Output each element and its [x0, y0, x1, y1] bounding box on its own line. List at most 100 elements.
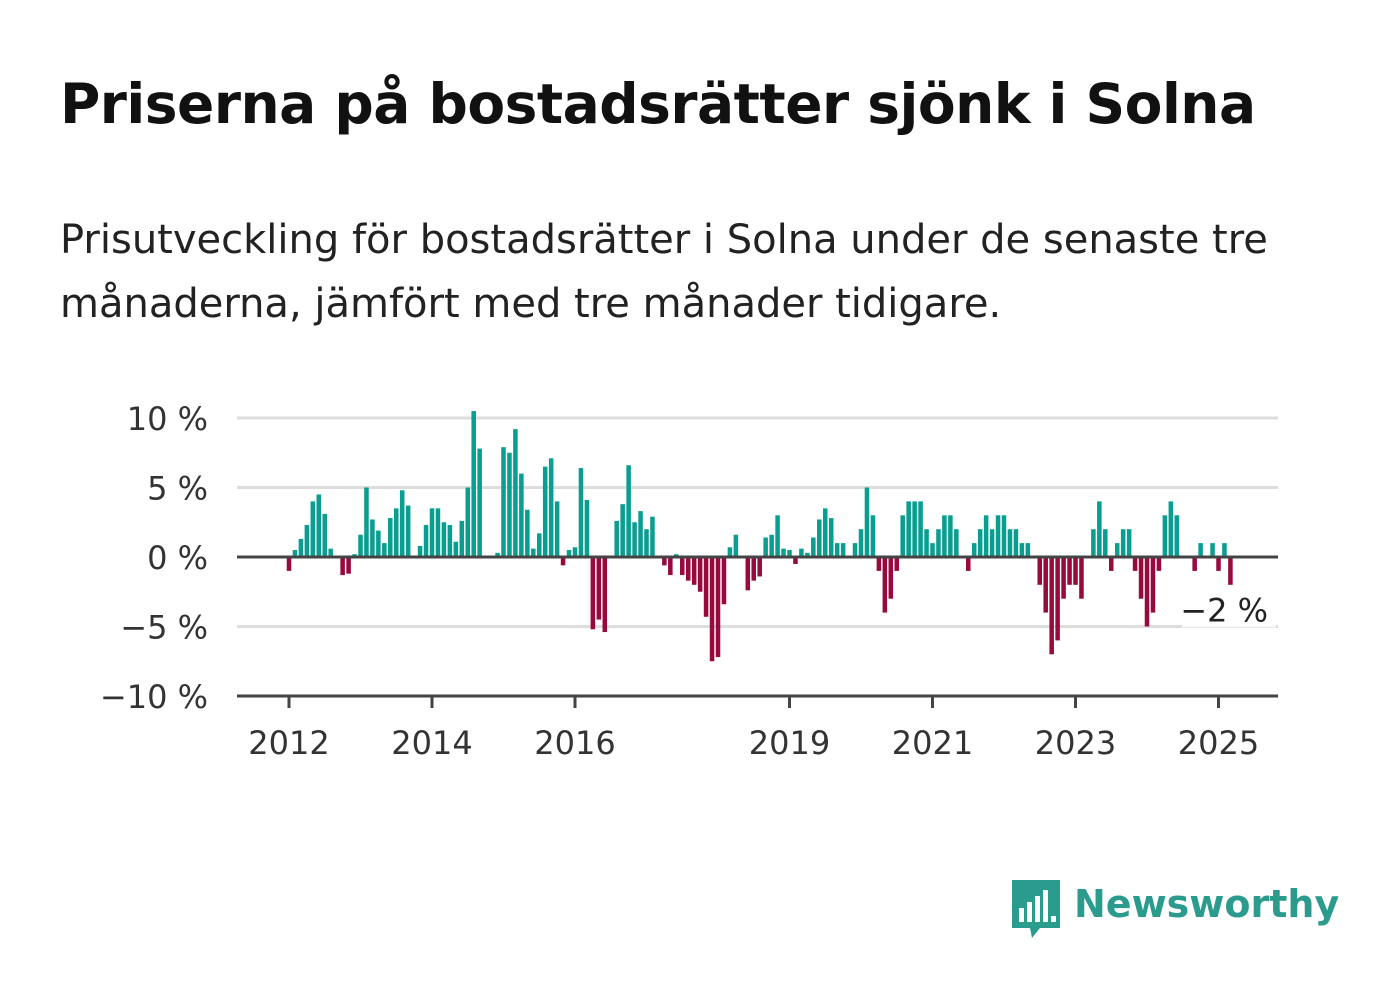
bar [1061, 557, 1066, 599]
bar [769, 534, 774, 557]
bar [965, 557, 971, 571]
annotation-label: −2 % [1180, 591, 1268, 629]
bar [1144, 557, 1150, 627]
y-tick-label: −10 % [100, 678, 208, 716]
x-tick-label: 2012 [248, 724, 329, 762]
bar [703, 557, 709, 617]
bar [1192, 557, 1197, 571]
bars [286, 411, 1233, 662]
bar [1097, 501, 1102, 557]
bar [1103, 529, 1108, 557]
x-tick-label: 2023 [1035, 724, 1116, 762]
bar [340, 557, 345, 576]
bar [787, 550, 792, 557]
bar [691, 557, 697, 585]
y-axis-ticks: 10 % 5 % 0 % −5 % −10 % [100, 400, 208, 716]
bar [1079, 557, 1084, 599]
bar [1001, 515, 1007, 557]
bar [858, 529, 864, 557]
bar [1091, 529, 1096, 557]
bar [286, 557, 292, 571]
bar [1114, 543, 1120, 557]
bar [548, 458, 554, 557]
bar [382, 543, 387, 557]
bar [1007, 529, 1013, 557]
bar [310, 501, 316, 557]
bar [948, 515, 953, 557]
bar [1174, 515, 1180, 557]
bar [566, 550, 572, 557]
bar [793, 557, 798, 564]
bar [1055, 557, 1060, 641]
bar [1037, 557, 1043, 585]
x-tick-label: 2019 [749, 724, 830, 762]
bar [1019, 543, 1025, 557]
bar [638, 511, 643, 557]
bar [632, 522, 637, 557]
bar [1120, 529, 1126, 557]
bar [834, 543, 840, 557]
bar [578, 468, 584, 557]
bar [364, 487, 369, 557]
bar [429, 508, 435, 557]
bar [584, 500, 590, 557]
bar [399, 490, 405, 557]
bar [536, 533, 542, 557]
bar [894, 557, 900, 571]
bar [733, 534, 739, 557]
bar [697, 557, 703, 592]
bar [870, 515, 876, 557]
bar [942, 515, 947, 557]
bar [751, 557, 757, 581]
brand-name: Newsworthy [1074, 882, 1340, 926]
bar [542, 466, 548, 557]
bar [906, 501, 911, 557]
bar [316, 494, 322, 557]
bar [817, 519, 822, 557]
bar [519, 473, 524, 557]
bar [840, 543, 846, 557]
x-tick-label: 2014 [391, 724, 472, 762]
bar [757, 557, 762, 577]
bar [900, 515, 905, 557]
bar [924, 529, 929, 557]
bar [888, 557, 894, 599]
bar [405, 505, 411, 557]
bar [721, 557, 727, 605]
bar [781, 548, 786, 557]
bar [1013, 529, 1019, 557]
x-tick-label: 2016 [534, 724, 615, 762]
bar [346, 557, 351, 574]
bar [1210, 543, 1215, 557]
bar [465, 487, 471, 557]
bar [936, 529, 941, 557]
bar [560, 557, 566, 566]
bar [614, 520, 619, 557]
bar [1126, 529, 1132, 557]
bar [477, 448, 482, 557]
bar [388, 518, 393, 557]
bar [971, 543, 977, 557]
bar [1067, 557, 1072, 585]
y-tick-label: 5 % [147, 470, 208, 508]
bar [620, 504, 625, 557]
bar [995, 515, 1001, 557]
bar [1025, 543, 1031, 557]
y-tick-label: 10 % [127, 400, 208, 438]
bar [590, 557, 596, 630]
bar [525, 509, 530, 557]
bar [393, 508, 399, 557]
bar [507, 452, 512, 557]
bar [1108, 557, 1114, 571]
bar [447, 525, 453, 557]
chart-title: Priserna på bostadsrätter sjönk i Solna [60, 72, 1256, 136]
bar [1138, 557, 1144, 599]
bar [662, 557, 667, 566]
bar [918, 501, 923, 557]
bar [292, 550, 298, 557]
bar [715, 557, 721, 658]
bar [453, 541, 459, 557]
bar [811, 537, 816, 557]
bar [495, 552, 500, 557]
bar [763, 537, 768, 557]
